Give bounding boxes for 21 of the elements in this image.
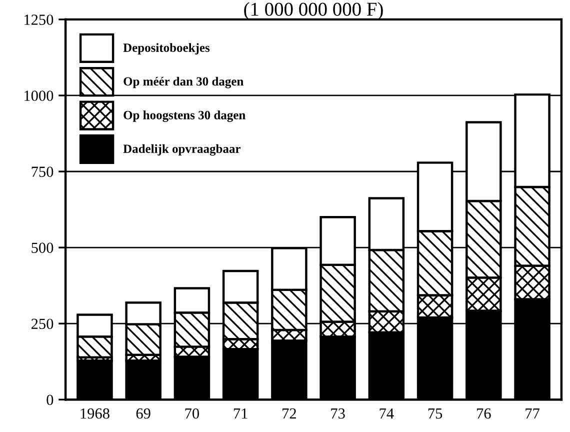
x-tick-label: 70 xyxy=(185,408,200,419)
y-tick-label: 1250 xyxy=(24,14,54,25)
y-tick-label: 250 xyxy=(32,318,54,330)
legend-label: Depositoboekjes xyxy=(123,43,210,54)
x-tick-label: 1968 xyxy=(80,408,110,419)
y-tick-label: 0 xyxy=(46,394,54,406)
y-tick-label: 1000 xyxy=(24,90,54,101)
x-tick-label: 73 xyxy=(331,408,345,419)
x-tick-label: 69 xyxy=(136,408,150,419)
legend-label: Op méér dan 30 dagen xyxy=(124,76,244,88)
x-tick-label: 74 xyxy=(380,408,394,419)
chart-title: (1 000 000 000 F) xyxy=(244,2,383,20)
x-tick-label: 77 xyxy=(526,408,540,419)
x-tick-label: 72 xyxy=(282,408,296,419)
x-tick-label: 71 xyxy=(234,408,248,419)
x-tick-label: 75 xyxy=(428,408,442,419)
legend-label: Dadelijk opvraagbaar xyxy=(123,144,240,156)
legend-label: Op hoogstens 30 dagen xyxy=(124,110,246,122)
x-tick-label: 76 xyxy=(477,408,491,419)
y-tick-label: 750 xyxy=(32,166,54,177)
y-tick-label: 500 xyxy=(32,242,54,253)
